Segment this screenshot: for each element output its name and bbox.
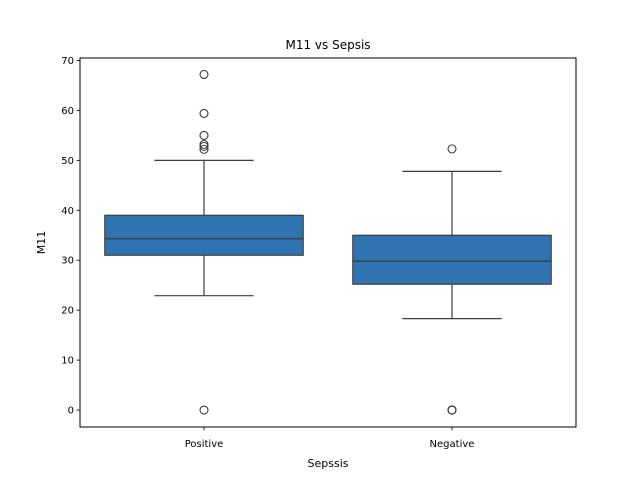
x-tick-label: Positive [185,439,224,450]
chart-title: M11 vs Sepsis [285,38,370,52]
y-tick-label: 50 [61,156,74,167]
y-axis-label: M11 [35,231,48,255]
y-tick-label: 30 [61,256,74,267]
outlier-point [447,144,457,154]
x-axis: Positive Negative [185,427,475,450]
x-tick-label: Negative [430,439,475,450]
box-group-positive [104,69,304,415]
y-tick-label: 20 [61,306,74,317]
outlier-point [199,405,209,415]
outlier-point [199,69,209,80]
plot-area [104,69,552,415]
y-tick-label: 10 [61,356,74,367]
plot-frame [79,57,577,428]
box-group-negative [352,144,552,415]
outlier-point [199,144,209,154]
y-axis: 0 10 20 30 40 50 60 70 [61,56,80,417]
outlier-point [199,139,209,149]
outlier-point [447,405,457,415]
outlier-point [199,108,209,118]
y-tick-label: 60 [61,106,74,117]
y-tick-label: 70 [61,56,74,67]
y-tick-label: 0 [68,406,74,417]
x-axis-label: Sepssis [308,457,349,470]
outlier-point [199,130,209,140]
box-iqr [104,214,304,256]
box-iqr [352,234,552,285]
y-tick-label: 40 [61,206,74,217]
